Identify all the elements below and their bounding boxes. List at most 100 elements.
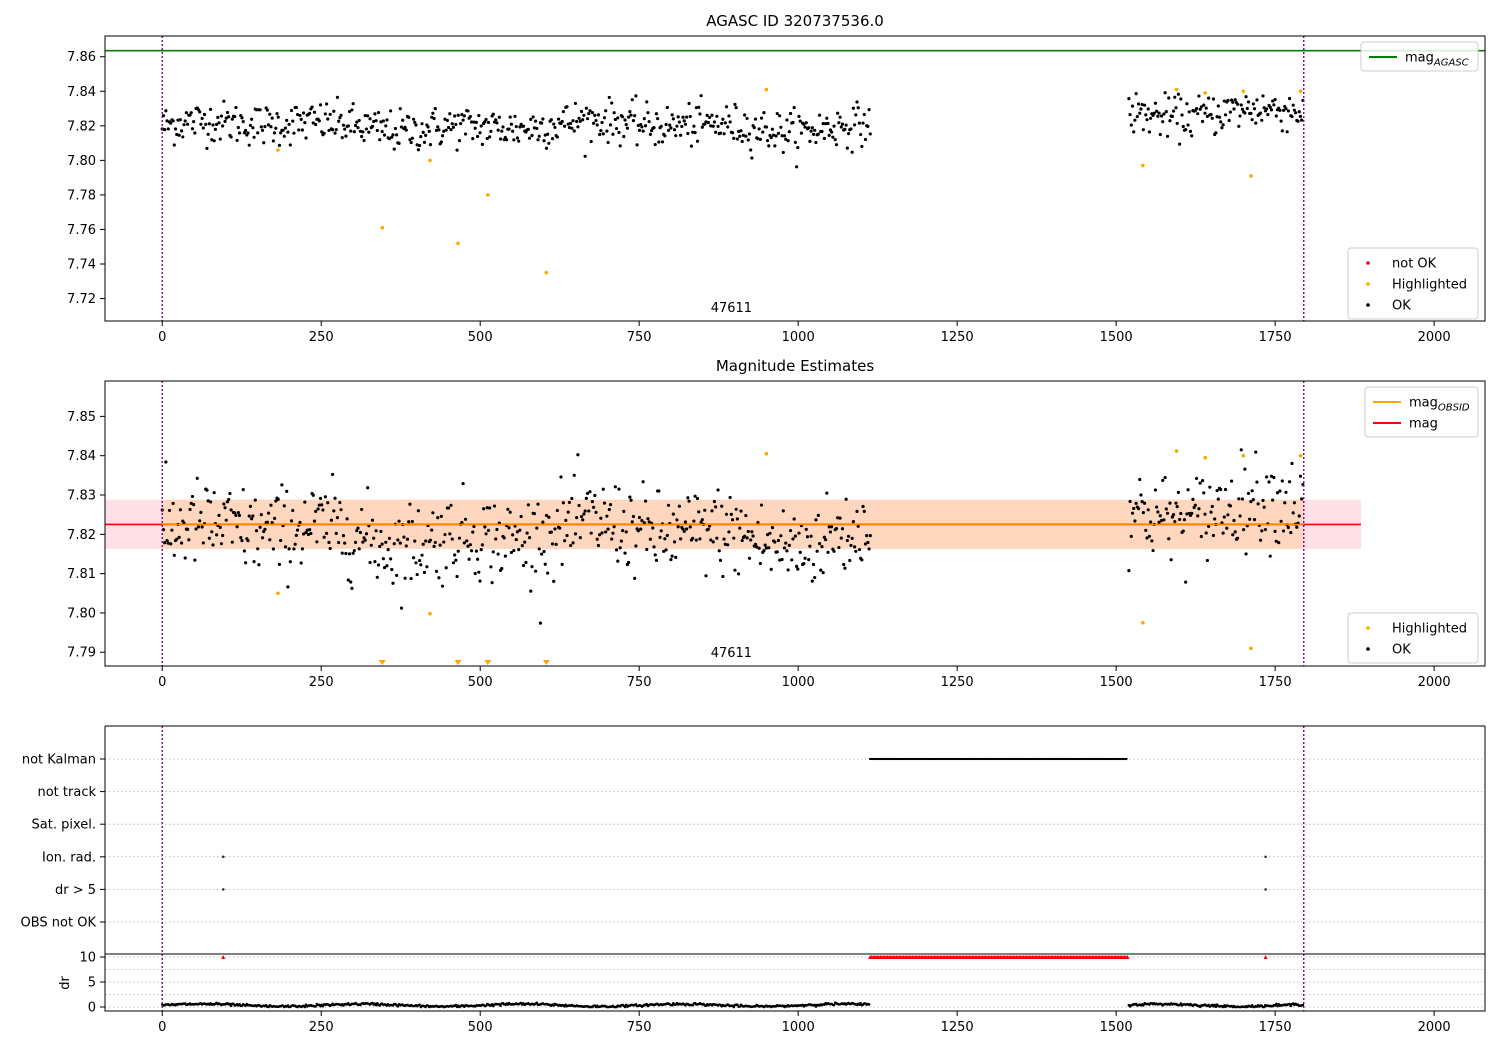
ok-point <box>541 117 545 121</box>
ok-point <box>172 553 176 557</box>
ok-point <box>1165 134 1170 138</box>
ok-point <box>468 114 472 119</box>
dr-point <box>314 1005 317 1008</box>
ok-point <box>756 520 760 525</box>
ok-point <box>863 542 868 546</box>
ok-point <box>757 127 761 131</box>
ok-point <box>868 534 872 538</box>
ok-point <box>1286 525 1290 530</box>
ok-point <box>515 136 520 140</box>
ok-point <box>217 513 221 517</box>
ok-point <box>645 547 649 552</box>
ok-point <box>1133 118 1137 122</box>
ok-point <box>809 129 813 133</box>
x-tick-label: 250 <box>309 1020 334 1035</box>
ok-point <box>177 133 181 137</box>
ok-point <box>473 571 477 576</box>
ok-point <box>1146 107 1150 111</box>
ok-point <box>1180 113 1184 117</box>
flag-point <box>221 888 225 891</box>
ok-point <box>547 141 551 145</box>
ok-point <box>1265 107 1269 111</box>
ok-point <box>491 550 495 554</box>
ok-point <box>281 128 285 132</box>
ok-point <box>450 122 454 126</box>
ok-point <box>843 127 847 131</box>
ok-point <box>351 102 355 106</box>
ok-point <box>665 105 669 110</box>
ok-point <box>525 531 529 535</box>
highlighted-point <box>456 241 460 246</box>
ok-point <box>311 121 315 125</box>
ok-point <box>767 546 771 550</box>
ok-point <box>1179 97 1183 101</box>
ok-point <box>517 547 521 552</box>
ok-point <box>591 505 596 509</box>
ok-point <box>511 129 515 133</box>
ok-point <box>823 122 828 126</box>
ok-point <box>822 535 826 539</box>
ok-point <box>851 520 855 524</box>
ok-point <box>669 126 673 130</box>
ok-point <box>526 127 530 131</box>
ok-point <box>840 527 845 531</box>
ok-point <box>530 565 534 569</box>
ok-point <box>506 507 510 511</box>
ok-point <box>817 542 822 546</box>
ok-point <box>682 119 686 123</box>
legend-dot-swatch <box>1366 626 1370 630</box>
ok-point <box>1274 114 1278 118</box>
ok-point <box>590 111 594 115</box>
ok-point <box>293 542 297 546</box>
ok-point <box>775 550 779 554</box>
ok-point <box>451 125 456 129</box>
ok-point <box>335 95 340 99</box>
ok-point <box>607 507 611 512</box>
ok-point <box>624 123 628 127</box>
ok-point <box>361 540 365 544</box>
legend-dot-swatch <box>1366 647 1370 651</box>
ok-point <box>837 121 841 125</box>
ok-point <box>277 143 282 147</box>
dr-capped-marker <box>221 955 226 959</box>
ok-point <box>1182 518 1187 522</box>
ok-point <box>343 541 347 545</box>
ok-point <box>584 106 588 110</box>
ok-point <box>753 117 758 121</box>
ok-point <box>287 547 291 551</box>
ok-point <box>323 495 327 499</box>
ok-point <box>745 116 749 121</box>
ok-point <box>1176 92 1181 96</box>
ok-point <box>1221 531 1225 535</box>
ok-point <box>854 113 858 117</box>
ok-point <box>1141 511 1145 515</box>
ok-point <box>707 115 712 120</box>
ok-point <box>169 121 173 125</box>
ok-point <box>199 122 203 126</box>
ok-point <box>178 508 182 512</box>
ok-point <box>379 529 383 534</box>
x-tick-label: 1000 <box>782 330 815 345</box>
ok-point <box>780 557 784 562</box>
ok-point <box>227 497 231 502</box>
ok-point <box>453 553 457 557</box>
ok-point <box>1261 94 1265 98</box>
ok-point <box>489 129 493 133</box>
ok-point <box>216 115 220 119</box>
ok-point <box>640 125 644 129</box>
ok-point <box>652 125 656 130</box>
ok-point <box>258 108 262 112</box>
highlighted-point <box>1203 91 1207 95</box>
ok-point <box>183 556 187 560</box>
ok-point <box>540 552 544 556</box>
highlighted-point <box>428 611 432 616</box>
ok-point <box>165 538 169 543</box>
ok-point <box>590 500 594 504</box>
ok-point <box>1158 514 1162 518</box>
ok-point <box>1251 498 1255 502</box>
out-of-range-marker <box>542 660 550 665</box>
ok-point <box>283 545 288 549</box>
ok-point <box>822 136 826 141</box>
ok-point <box>459 121 463 126</box>
ok-point <box>576 453 580 457</box>
